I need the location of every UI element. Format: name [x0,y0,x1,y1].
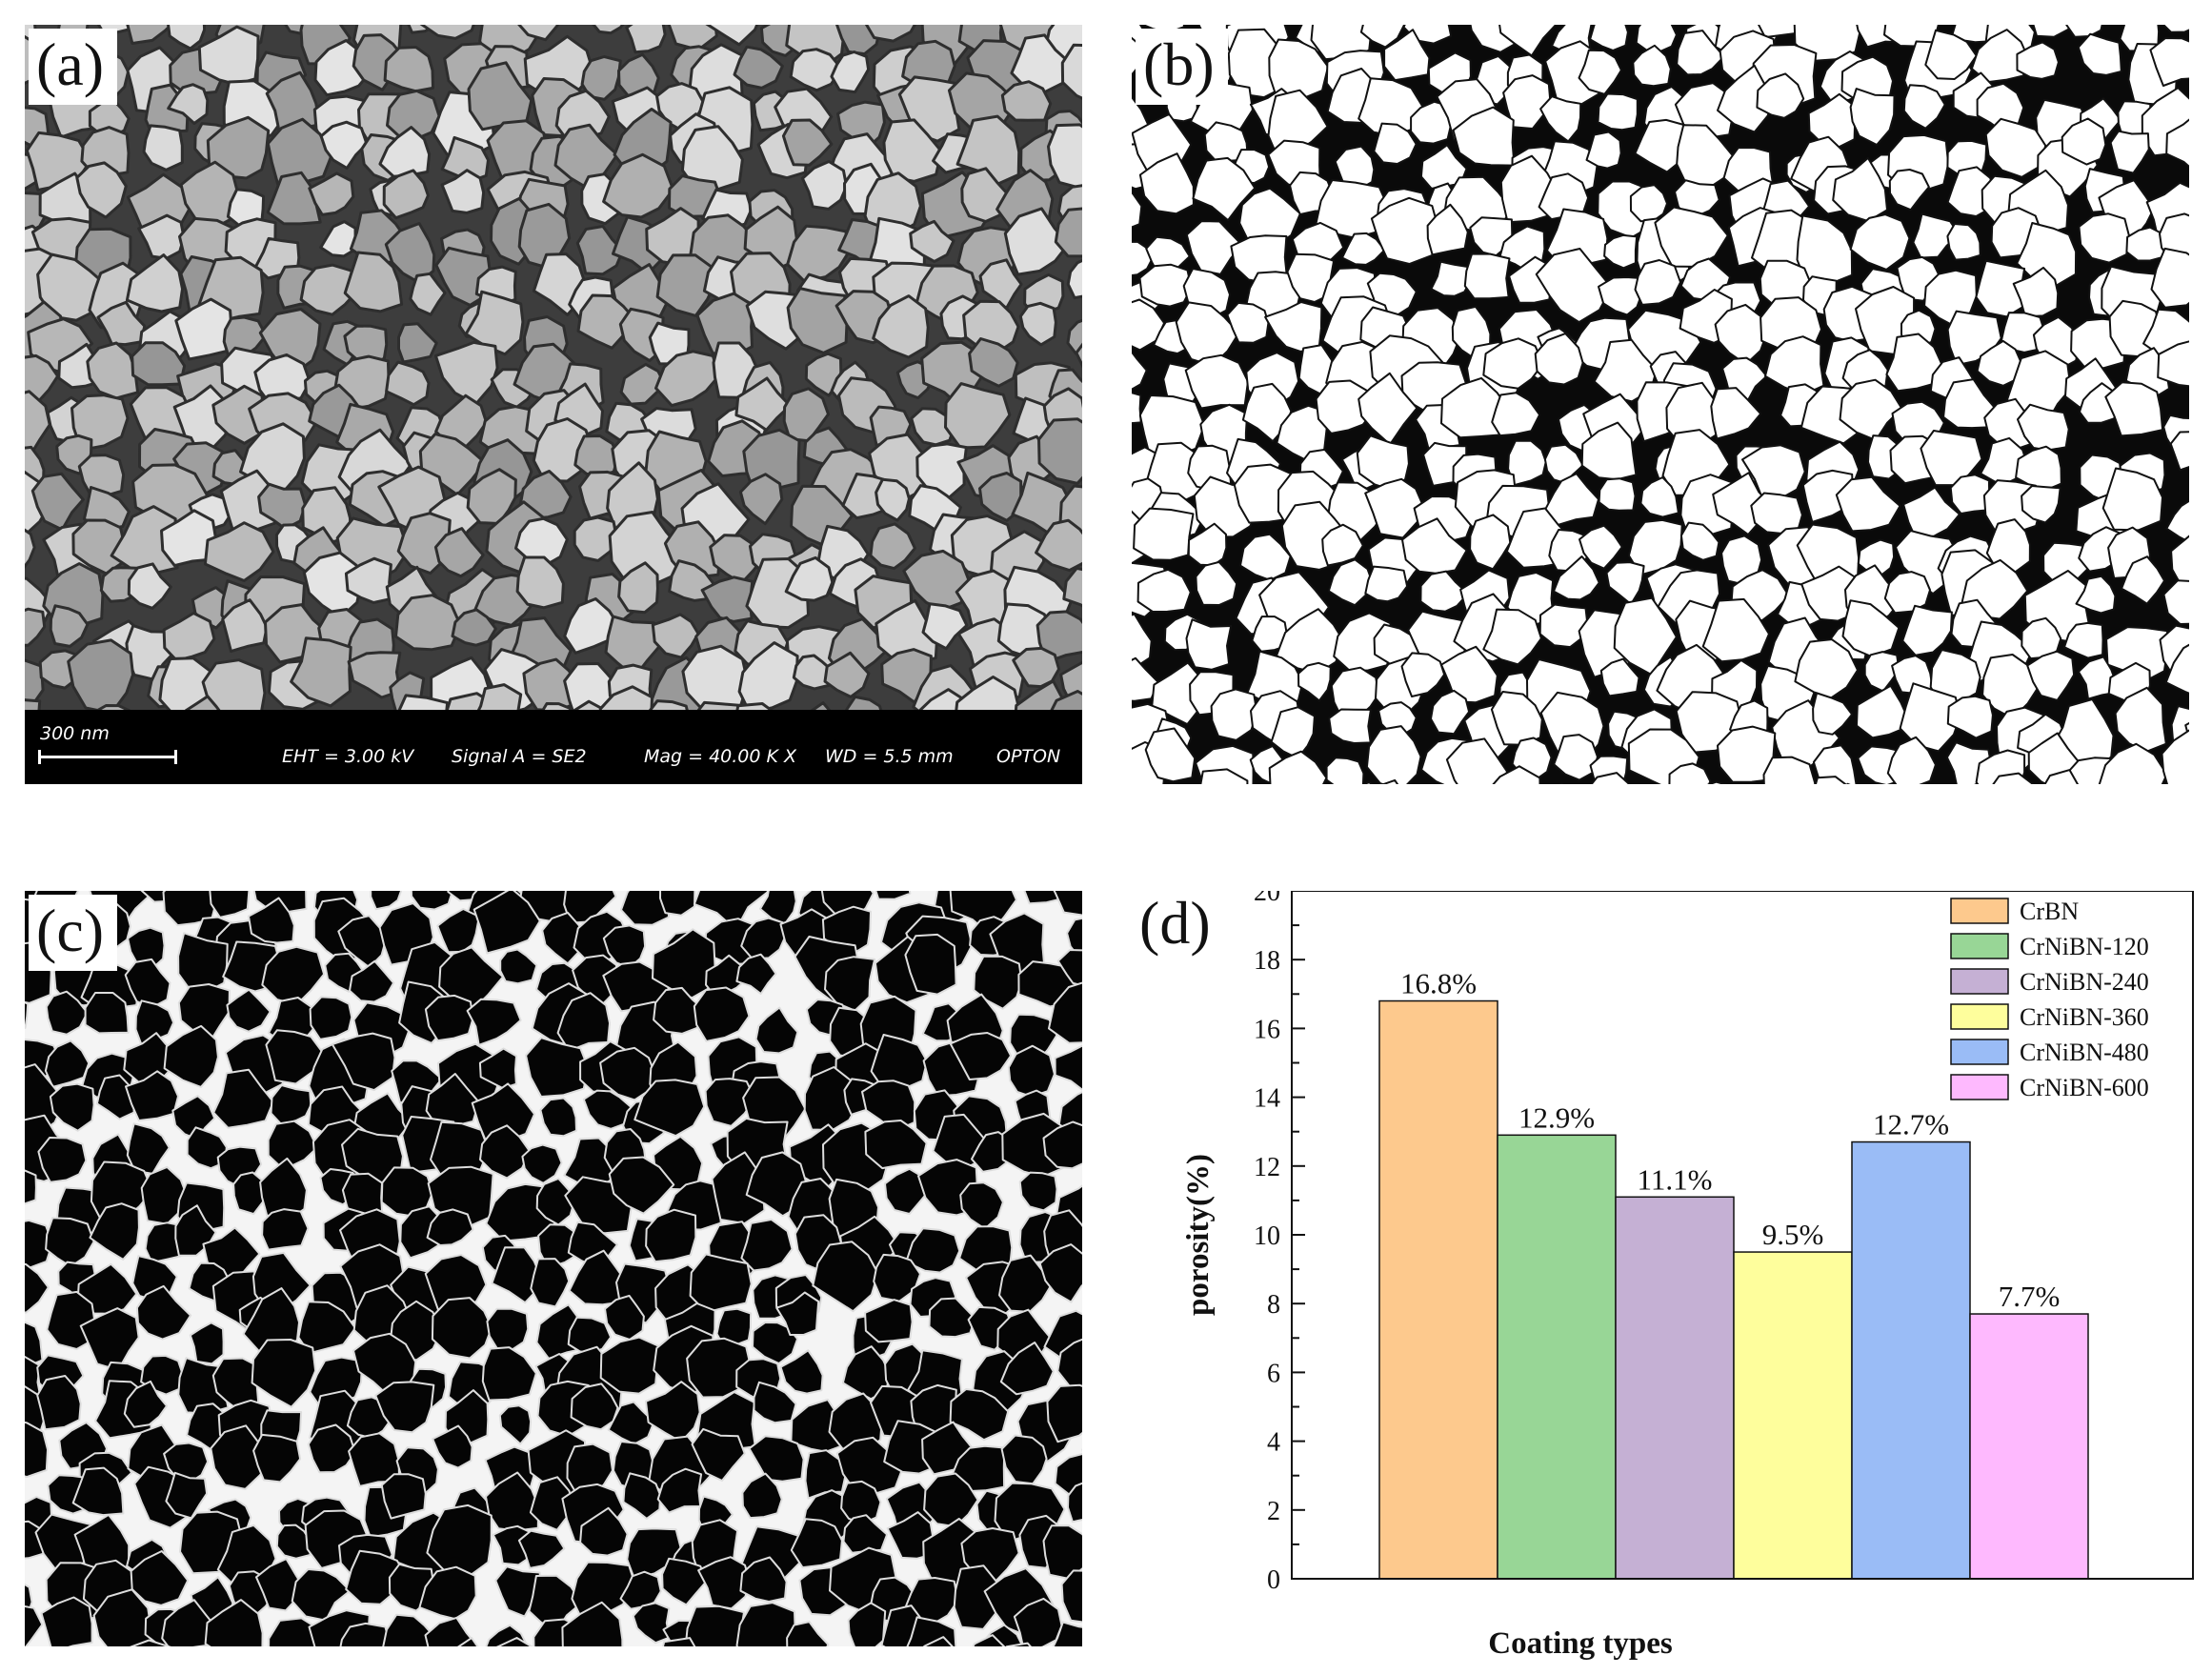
x-axis-title: Coating types [1488,1626,1673,1661]
sem-micrograph-image [25,25,1082,711]
bar-crnibn-120 [1497,1134,1617,1580]
y-tick-label: 18 [1254,946,1280,976]
legend-swatch [1950,1039,2009,1065]
sem-info-bar: 300 nm EHT = 3.00 kV Signal A = SE2 Mag … [25,710,1082,784]
legend-swatch [1950,933,2009,959]
binarized-image-panel [1132,25,2189,784]
y-tick-label: 20 [1254,891,1280,907]
y-tick-label: 16 [1254,1015,1280,1044]
signal-label: Signal A = SE2 [452,746,587,767]
inverted-image-panel [25,891,1082,1646]
bar-crnibn-240 [1615,1196,1735,1580]
wd-label: WD = 5.5 mm [825,746,954,767]
y-tick-label: 2 [1267,1497,1280,1526]
porosity-chart-panel: 0 2 4 6 8 10 12 14 16 18 20 16.8% 12.9% 11.1% 9.5% 12.… [1132,891,2212,1675]
bar-crnibn-360 [1733,1251,1853,1580]
legend-label: CrBN [2020,898,2079,925]
legend-label: CrNiBN-600 [2020,1074,2149,1101]
bar-crbn [1378,999,1498,1580]
y-tick-label: 10 [1254,1221,1280,1251]
y-tick-label: 4 [1267,1428,1280,1458]
panel-letter-c: (c) [29,895,118,971]
mag-label: Mag = 40.00 K X [644,746,797,767]
legend-label: CrNiBN-240 [2020,968,2149,996]
legend-swatch [1950,1003,2009,1030]
binarized-micrograph-image [1132,25,2189,784]
bar-value-label: 7.7% [1999,1280,2061,1313]
legend-swatch [1950,898,2009,924]
brand-label: OPTON [996,746,1061,767]
inverted-micrograph-image [25,891,1082,1646]
sem-image-panel: 300 nm EHT = 3.00 kV Signal A = SE2 Mag … [25,25,1082,784]
legend: CrBN CrNiBN-120 CrNiBN-240 CrNiBN-360 CrNiBN… [1950,898,2149,1101]
panel-letter-d: (d) [1132,891,1224,963]
panel-letter-a: (a) [29,29,118,105]
legend-label: CrNiBN-480 [2020,1039,2149,1066]
legend-label: CrNiBN-360 [2020,1003,2149,1031]
plot-frame [1291,891,2194,1580]
bar-value-label: 12.7% [1873,1108,1949,1141]
bar-crnibn-480 [1851,1140,1971,1580]
porosity-bar-chart: 0 2 4 6 8 10 12 14 16 18 20 16.8% 12.9% 11.1% 9.5% 12.… [1181,891,2194,1661]
y-tick-label: 8 [1267,1290,1280,1320]
scale-label: 300 nm [40,723,110,744]
bar-crnibn-600 [1969,1313,2089,1580]
legend-label: CrNiBN-120 [2020,933,2149,960]
bars [1378,999,2089,1580]
y-axis-ticks: 0 2 4 6 8 10 12 14 16 18 20 [1254,891,1305,1595]
legend-swatch [1950,1074,2009,1100]
y-tick-label: 6 [1267,1359,1280,1388]
bar-value-labels: 16.8% 12.9% 11.1% 9.5% 12.7% 7.7% [1400,967,2060,1314]
eht-label: EHT = 3.00 kV [282,746,414,767]
bar-value-label: 16.8% [1400,967,1477,1000]
y-tick-label: 14 [1254,1084,1280,1114]
scale-bar [38,750,177,764]
y-axis-title: porosity(%) [1181,1154,1216,1316]
y-tick-label: 12 [1254,1153,1280,1182]
bar-value-label: 11.1% [1638,1162,1713,1196]
y-tick-label: 0 [1267,1565,1280,1595]
legend-swatch [1950,968,2009,995]
panel-letter-b: (b) [1136,29,1228,105]
bar-value-label: 12.9% [1518,1100,1595,1134]
bar-value-label: 9.5% [1762,1218,1824,1251]
